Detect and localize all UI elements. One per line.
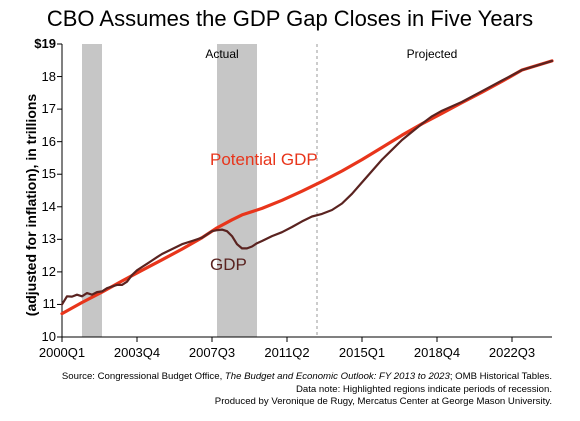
y-tick-label: $19 [34,36,56,51]
y-tick-label: 13 [41,231,56,247]
chart-axes [57,43,552,342]
chart-title: CBO Assumes the GDP Gap Closes in Five Y… [46,6,534,31]
y-tick-label: 12 [41,263,56,279]
series-label-gdp: GDP [210,255,247,274]
source-report-title: The Budget and Economic Outlook: FY 2013… [224,371,450,382]
x-tick-label: 2018Q4 [413,345,461,360]
x-tick-label: 2022Q3 [488,345,536,360]
x-tick-label: 2007Q3 [188,345,236,360]
y-tick-label: 14 [41,198,56,214]
y-tick-label: 15 [41,166,56,182]
recession-band [217,44,257,337]
x-tick-label: 2015Q1 [338,345,386,360]
y-tick-label: 18 [41,68,56,84]
y-tick-label: 16 [41,133,56,149]
source-line: Source: Congressional Budget Office, The… [61,371,552,382]
data-note: Data note: Highlighted regions indicate … [296,383,552,395]
y-tick-label: 17 [41,101,56,117]
recession-bands [82,44,257,337]
x-tick-label: 2011Q2 [264,345,310,360]
x-tick-label: 2000Q1 [38,345,86,360]
chart-footer: Source: Congressional Budget Office, The… [62,371,552,409]
series-line-potential-gdp [60,59,554,316]
credit-line: Produced by Veronique de Rugy, Mercatus … [214,396,552,407]
region-label-projected: Projected [406,47,458,61]
series-line-gdp [60,59,554,306]
recession-band [82,44,102,337]
y-tick-label: 11 [42,296,57,312]
series-lines [60,59,554,316]
region-label-actual: Actual [205,47,239,61]
y-tick-label: 10 [41,329,56,344]
x-tick-label: 2003Q4 [113,345,161,360]
series-label-potential-gdp: Potential GDP [210,150,318,169]
